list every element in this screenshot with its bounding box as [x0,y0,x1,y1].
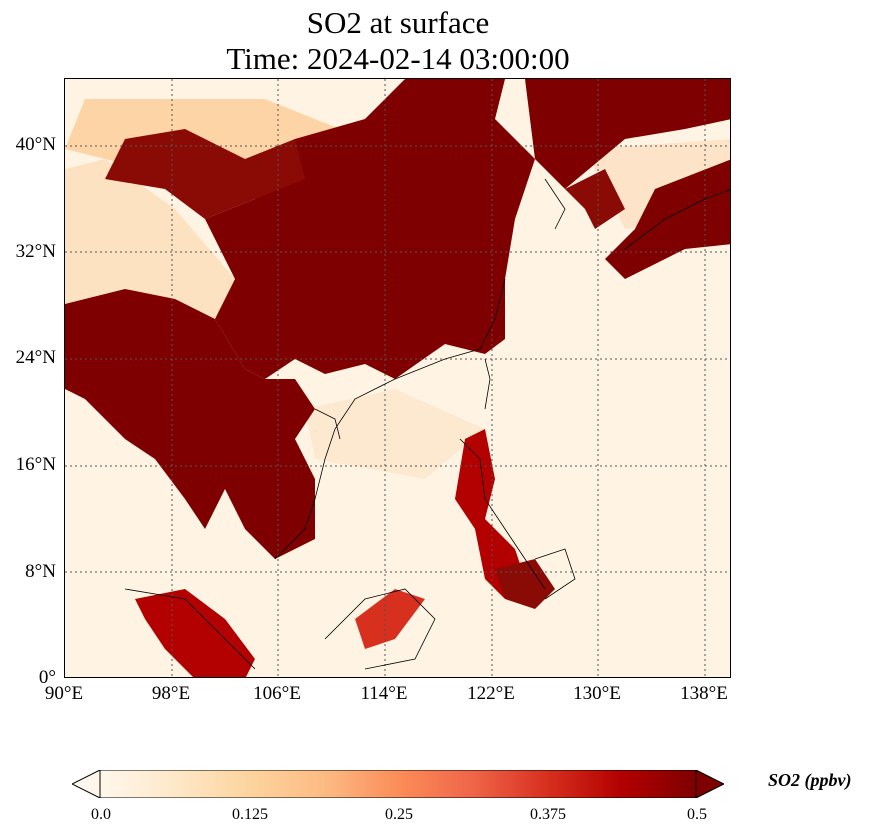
colorbar-tick-0375: 0.375 [530,806,566,823]
lon-tick-122E: 122°E [467,683,515,704]
lon-tick-98E: 98°E [151,683,191,704]
malaysia-high-so2 [135,589,255,677]
colorbar-tick-05: 0.5 [687,806,707,823]
colorbar-label: SO2 (ppbv) [768,770,852,790]
colorbar-extend-min [72,770,101,798]
colorbar-tick-025: 0.25 [385,806,413,823]
lon-tick-90E: 90°E [44,683,84,704]
lon-tick-138E: 138°E [680,683,728,704]
colorbar-extend-max [695,770,724,798]
lon-tick-114E: 114°E [360,683,408,704]
lon-tick-106E: 106°E [253,683,301,704]
colorbar-tick-0125: 0.125 [232,806,268,823]
indochina-high-so2 [65,289,315,559]
map-subtitle-time: Time: 2024-02-14 03:00:00 [226,41,570,76]
lon-tick-130E: 130°E [573,683,621,704]
so2-map-svg [65,79,730,677]
map-title: SO2 at surface [306,5,490,40]
lat-tick-16N: 16°N [15,454,56,475]
philippines-high-so2 [455,429,525,599]
so2-map-panel [64,78,731,678]
lat-tick-40N: 40°N [15,134,56,155]
colorbar-tick-0: 0.0 [91,806,111,823]
lat-tick-32N: 32°N [15,241,56,262]
ne-high-so2 [525,79,730,189]
lat-tick-24N: 24°N [15,347,56,368]
sea-plume [305,389,485,479]
borneo-high-so2 [355,589,425,649]
lat-tick-0: 0° [38,667,56,688]
korea-japan-high-so2 [565,169,625,229]
lat-tick-8N: 8°N [25,561,56,582]
colorbar [72,770,724,798]
north-high-so2 [105,129,305,219]
coastlines [124,178,730,670]
colorbar-gradient [99,770,697,798]
japan-high-so2 [605,159,730,279]
gridlines [65,79,730,677]
